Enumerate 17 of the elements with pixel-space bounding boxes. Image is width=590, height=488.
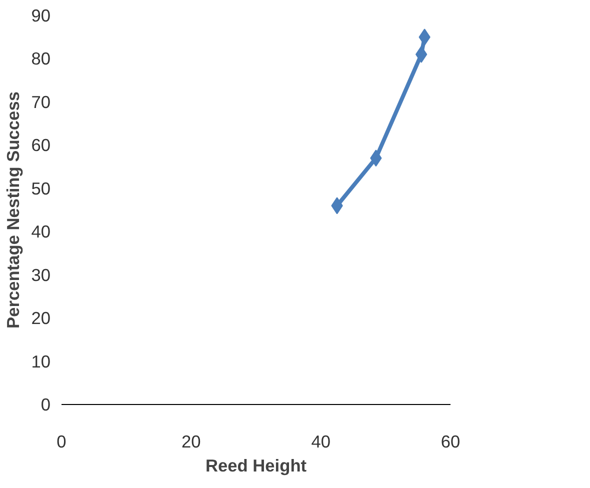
y-tick-label: 90 [31,6,51,26]
y-tick-label: 70 [31,92,51,112]
x-axis-title: Reed Height [205,456,307,476]
x-tick-label: 40 [311,432,330,452]
x-tick-label: 60 [440,432,460,452]
y-tick-label: 40 [31,222,51,242]
x-tick-label: 0 [56,432,66,452]
y-tick-label: 10 [31,351,51,372]
y-axis-title: Percentage Nesting Success [3,92,24,328]
y-tick-label: 80 [31,48,51,69]
point [415,46,428,63]
x-tick-label: 20 [182,432,201,452]
y-tick-label: 30 [31,264,51,285]
y-tick-label: 60 [31,135,51,156]
y-tick-label: 0 [40,394,51,414]
y-tick-label: 50 [31,178,51,198]
y-tick-label: 20 [31,308,51,328]
